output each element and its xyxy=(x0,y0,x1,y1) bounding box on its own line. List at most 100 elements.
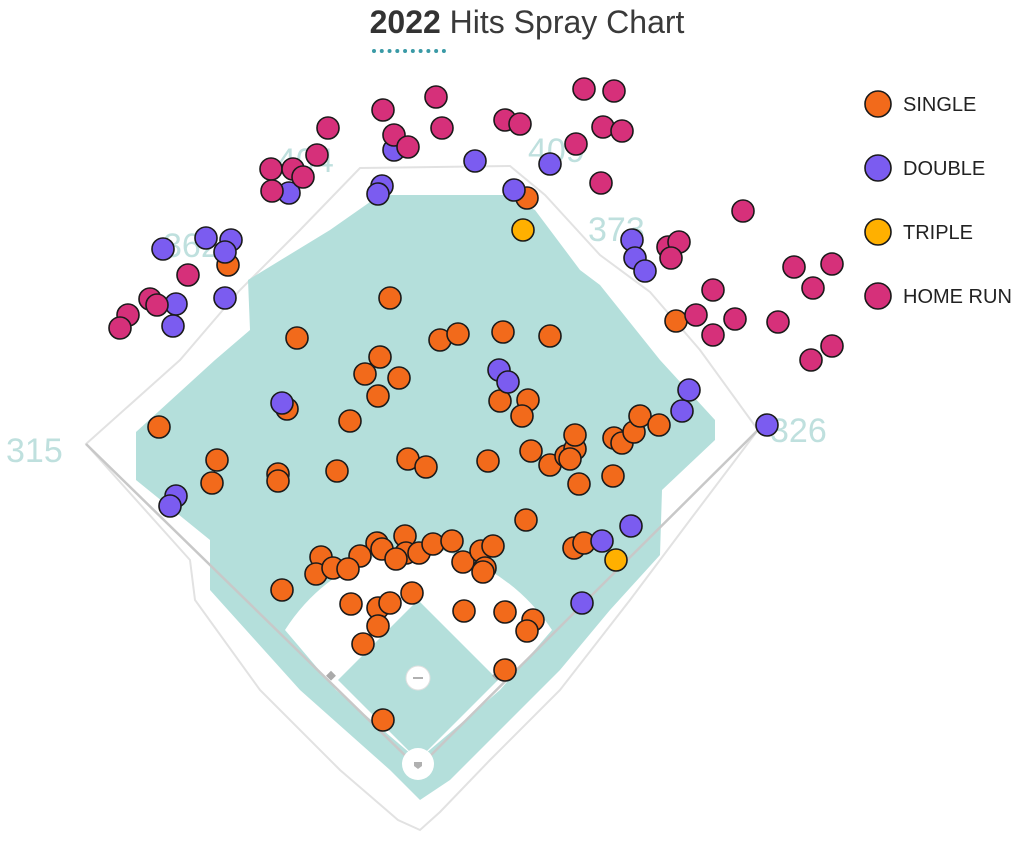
single-point xyxy=(451,550,475,574)
home-run-point xyxy=(610,119,634,143)
title-year: 2022 xyxy=(369,4,441,40)
home-run-point xyxy=(589,171,613,195)
home-run-point xyxy=(572,77,596,101)
home-run-point xyxy=(766,310,790,334)
home-run-point xyxy=(820,334,844,358)
home-run-point xyxy=(723,307,747,331)
double-point xyxy=(590,529,614,553)
single-point xyxy=(563,423,587,447)
single-point xyxy=(628,404,652,428)
home-run-point xyxy=(564,132,588,156)
single-point xyxy=(266,469,290,493)
single-point xyxy=(664,309,688,333)
home-run-point xyxy=(430,116,454,140)
double-point xyxy=(463,149,487,173)
legend-swatch-single xyxy=(864,90,892,118)
home-run-point xyxy=(799,348,823,372)
legend-label-double: DOUBLE xyxy=(903,158,985,180)
single-point xyxy=(446,322,470,346)
single-point xyxy=(378,591,402,615)
home-run-point xyxy=(701,278,725,302)
double-point xyxy=(570,591,594,615)
single-point xyxy=(471,560,495,584)
single-point xyxy=(339,592,363,616)
home-run-point xyxy=(145,293,169,317)
triple-point xyxy=(604,548,628,572)
home-run-point xyxy=(820,252,844,276)
single-point xyxy=(200,471,224,495)
single-point xyxy=(491,320,515,344)
home-run-point xyxy=(659,246,683,270)
home-run-point xyxy=(684,303,708,327)
legend-label-home-run: HOME RUN xyxy=(903,286,1012,308)
field-outline xyxy=(84,164,760,832)
single-point xyxy=(338,409,362,433)
home-run-point xyxy=(291,165,315,189)
single-point xyxy=(353,362,377,386)
home-run-point xyxy=(108,316,132,340)
double-point xyxy=(619,514,643,538)
double-point xyxy=(538,152,562,176)
legend-swatch-home-run xyxy=(864,282,892,310)
double-point xyxy=(151,237,175,261)
single-point xyxy=(476,449,500,473)
home-run-point xyxy=(396,135,420,159)
double-point xyxy=(496,370,520,394)
home-run-point xyxy=(424,85,448,109)
home-run-point xyxy=(701,323,725,347)
single-point xyxy=(336,557,360,581)
home-run-point xyxy=(260,179,284,203)
legend-label-single: SINGLE xyxy=(903,94,976,116)
single-point xyxy=(515,619,539,643)
double-point xyxy=(633,259,657,283)
single-point xyxy=(384,547,408,571)
double-point xyxy=(213,240,237,264)
distance-right-line: 326 xyxy=(770,412,827,450)
legend: SINGLE DOUBLE TRIPLE HOME RUN xyxy=(864,90,1012,310)
legend-swatch-double xyxy=(864,154,892,182)
single-point xyxy=(366,384,390,408)
double-point xyxy=(502,178,526,202)
single-point xyxy=(371,708,395,732)
double-point xyxy=(366,182,390,206)
chart-title: 2022 Hits Spray Chart xyxy=(0,0,1024,41)
home-run-point xyxy=(371,98,395,122)
single-point xyxy=(567,472,591,496)
home-run-point xyxy=(176,263,200,287)
legend-swatch-triple xyxy=(864,218,892,246)
double-point xyxy=(755,413,779,437)
double-point xyxy=(677,378,701,402)
single-point xyxy=(368,345,392,369)
single-point xyxy=(493,600,517,624)
home-run-point xyxy=(602,79,626,103)
single-point xyxy=(452,599,476,623)
double-point xyxy=(670,399,694,423)
single-point xyxy=(285,326,309,350)
single-point xyxy=(270,578,294,602)
double-point xyxy=(270,391,294,415)
single-point xyxy=(510,404,534,428)
home-run-point xyxy=(508,112,532,136)
single-point xyxy=(538,324,562,348)
left-foul-line xyxy=(85,443,419,769)
home-plate xyxy=(414,762,422,769)
single-point xyxy=(601,464,625,488)
single-point xyxy=(440,529,464,553)
double-point xyxy=(194,226,218,250)
home-run-point xyxy=(259,157,283,181)
home-run-point xyxy=(801,276,825,300)
single-point xyxy=(378,286,402,310)
double-point xyxy=(158,494,182,518)
single-point xyxy=(205,448,229,472)
title-underline xyxy=(372,49,446,53)
single-point xyxy=(647,413,671,437)
single-point xyxy=(514,508,538,532)
legend-label-triple: TRIPLE xyxy=(903,222,973,244)
single-point xyxy=(147,415,171,439)
home-run-point xyxy=(591,115,615,139)
title-text: Hits Spray Chart xyxy=(449,4,685,40)
single-point xyxy=(400,581,424,605)
home-run-point xyxy=(305,143,329,167)
single-point xyxy=(519,439,543,463)
